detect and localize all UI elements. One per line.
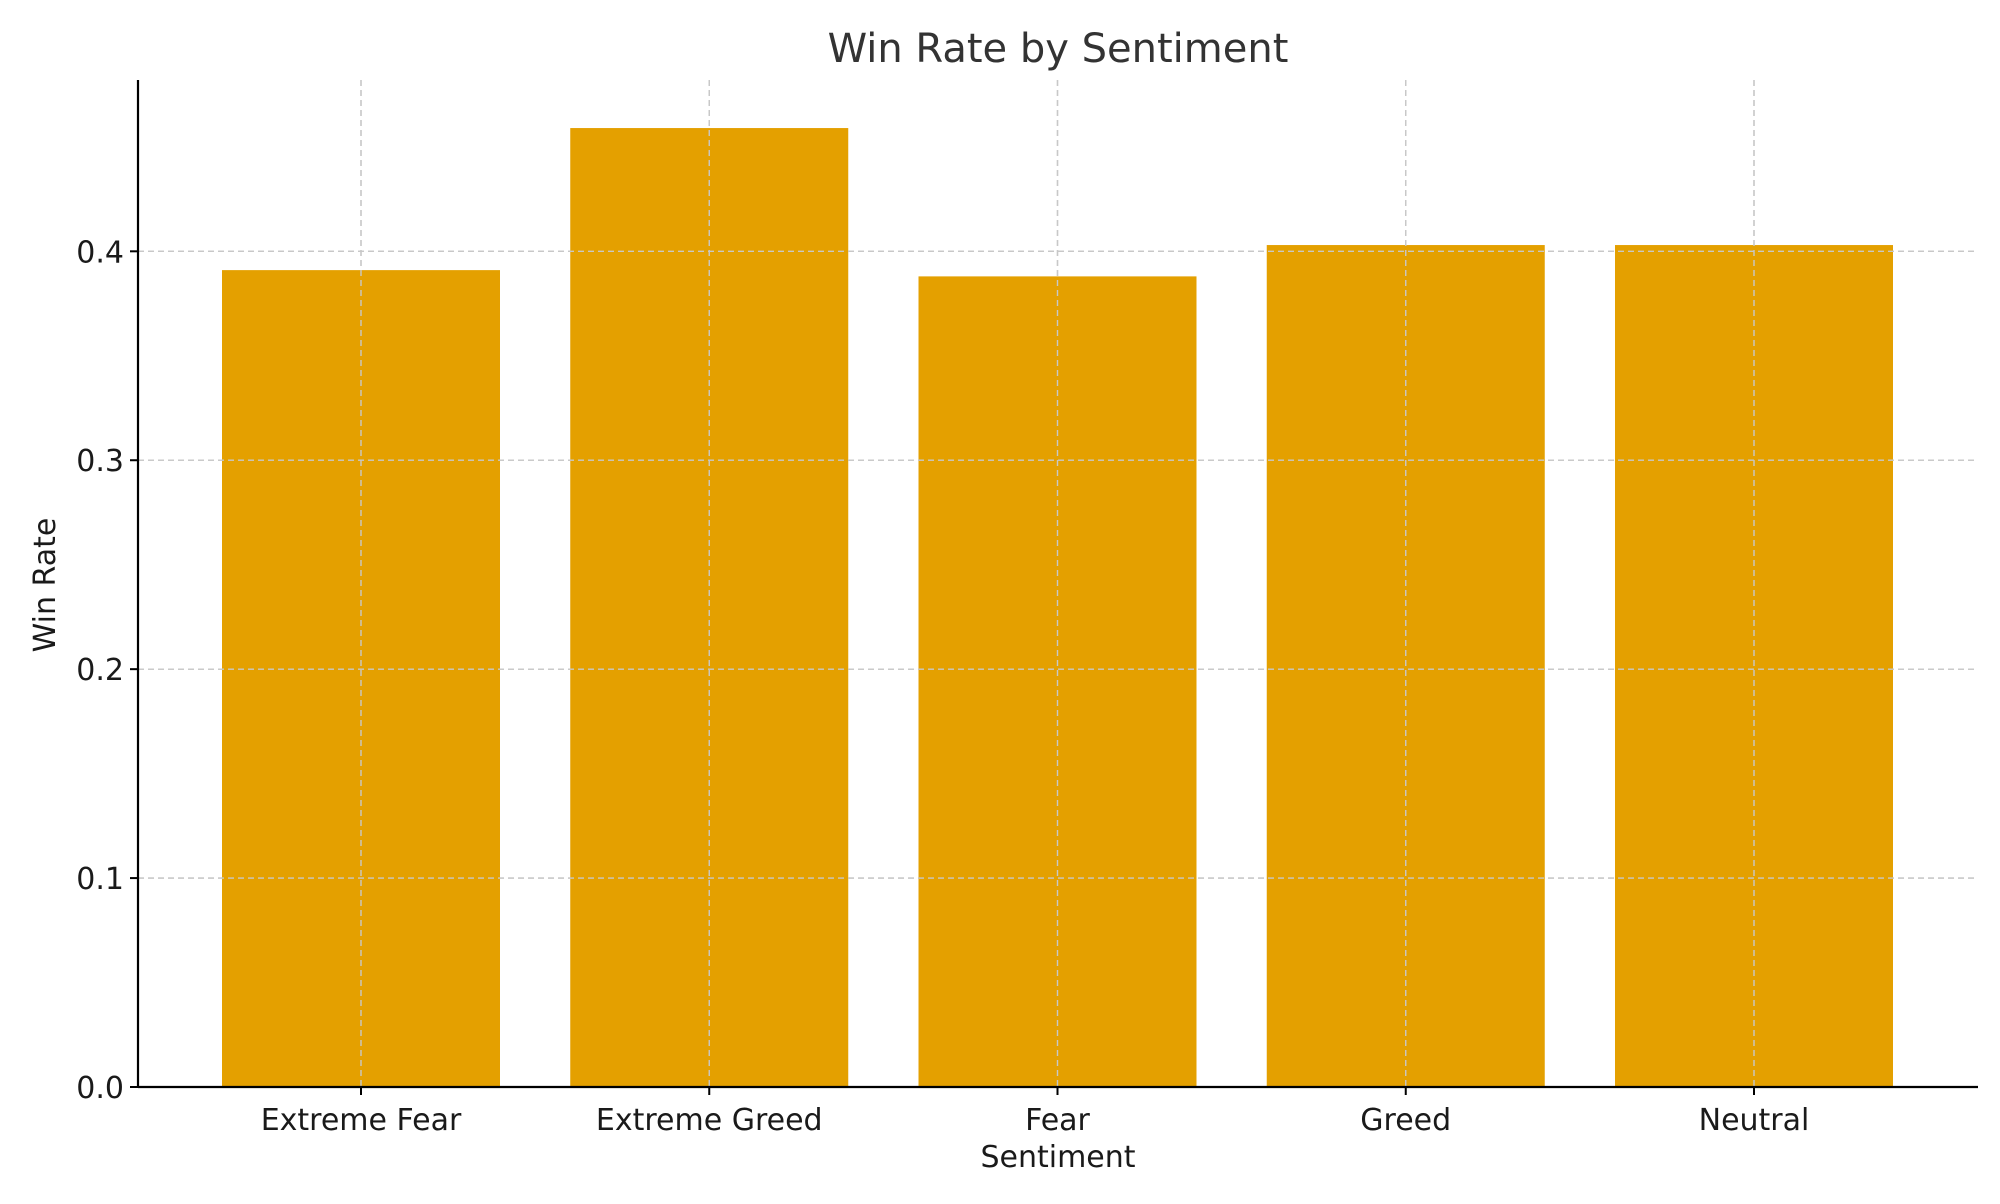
- axis-layer: [130, 80, 1978, 1095]
- bar-extreme-greed: [570, 128, 849, 1087]
- y-tick-label: 0.4: [76, 235, 124, 270]
- x-axis-label: Sentiment: [980, 1140, 1135, 1175]
- y-tick-label: 0.2: [76, 653, 124, 688]
- x-tick-label: Greed: [1360, 1103, 1451, 1138]
- bar-layer: [138, 80, 1978, 1088]
- y-tick-label: 0.1: [76, 862, 124, 897]
- y-axis-label: Win Rate: [28, 518, 63, 653]
- y-tick-label: 0.3: [76, 444, 124, 479]
- chart-title: Win Rate by Sentiment: [828, 26, 1289, 72]
- x-tick-label: Neutral: [1699, 1103, 1810, 1138]
- x-tick-label: Fear: [1025, 1103, 1090, 1138]
- x-tick-label: Extreme Fear: [261, 1103, 462, 1138]
- x-tick-label: Extreme Greed: [596, 1103, 823, 1138]
- y-tick-label: 0.0: [76, 1071, 124, 1106]
- label-layer: 0.0 0.1 0.2 0.3 0.4 Extreme Fear Extreme Greed…: [76, 235, 1809, 1138]
